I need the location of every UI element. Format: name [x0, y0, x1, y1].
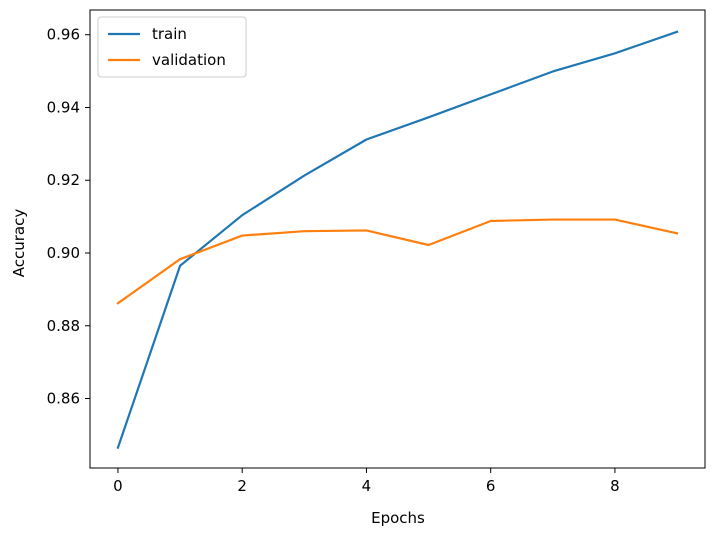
x-tick-label: 8 — [610, 477, 620, 495]
axes-frame — [89, 9, 706, 469]
plot-area — [89, 9, 706, 469]
x-axis-ticks: 0 2 4 6 8 — [113, 468, 620, 495]
x-tick-label: 2 — [237, 477, 247, 495]
legend-label-train: train — [152, 25, 187, 43]
y-tick-label: 0.94 — [47, 98, 80, 116]
y-tick-label: 0.86 — [47, 390, 80, 408]
series-line-train — [116, 30, 679, 450]
y-tick-label: 0.88 — [47, 317, 80, 335]
y-axis-label: Accuracy — [10, 209, 28, 278]
legend-label-validation: validation — [152, 51, 226, 69]
y-tick-label: 0.96 — [47, 26, 80, 44]
y-tick-label: 0.92 — [47, 171, 80, 189]
x-tick-label: 4 — [362, 477, 372, 495]
series-line-validation — [116, 218, 679, 305]
x-tick-label: 6 — [486, 477, 496, 495]
legend: train validation — [97, 16, 247, 78]
y-axis-ticks: 0.86 0.88 0.90 0.92 0.94 0.96 — [47, 26, 90, 408]
x-axis-label: Epochs — [371, 509, 425, 527]
legend-box — [97, 16, 247, 78]
y-tick-label: 0.90 — [47, 244, 80, 262]
x-tick-label: 0 — [113, 477, 123, 495]
